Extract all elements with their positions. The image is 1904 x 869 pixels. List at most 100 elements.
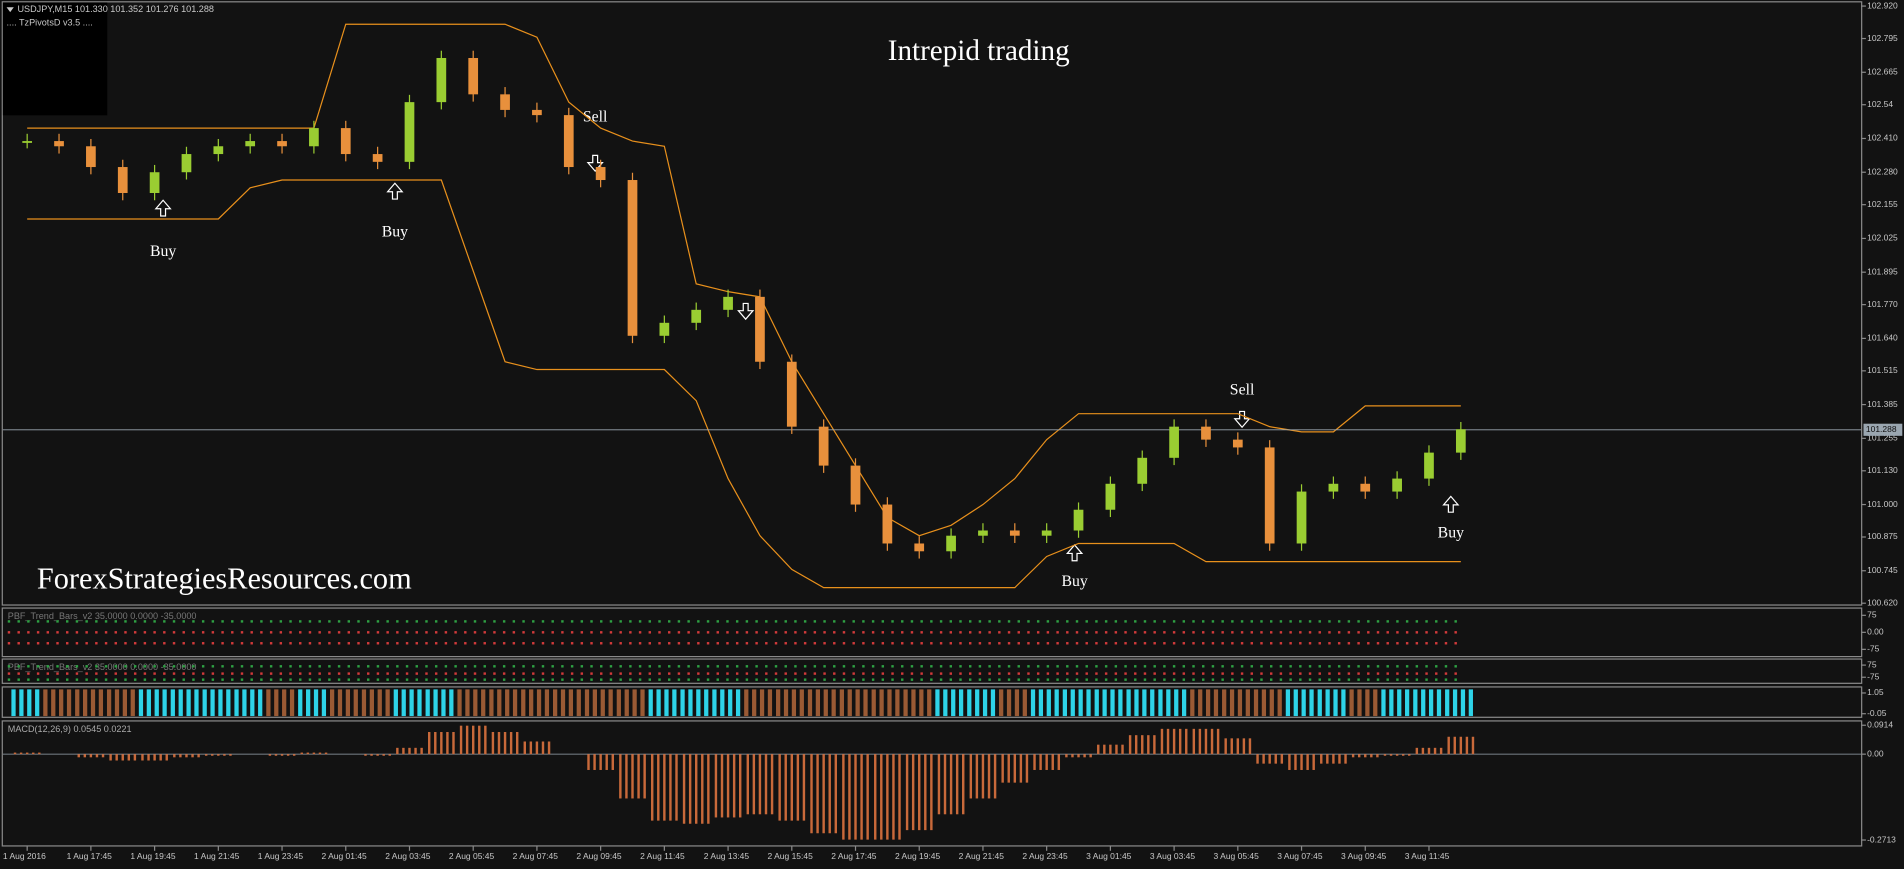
trend-dot — [1289, 678, 1292, 681]
trend-dot — [1279, 672, 1283, 675]
trend-dot — [357, 672, 360, 675]
trend-bar — [66, 689, 72, 717]
trend-bar — [1118, 689, 1123, 717]
trend-dot — [1036, 642, 1040, 645]
trend-dot — [1376, 642, 1380, 645]
trend-dot — [1299, 678, 1302, 681]
buy-arrow — [386, 182, 404, 200]
trend-dot — [464, 665, 467, 668]
trend-bar — [83, 689, 88, 717]
trend-dot — [522, 620, 525, 623]
signal-label: Buy — [1061, 573, 1087, 590]
trend-dot — [910, 672, 914, 675]
candle — [309, 128, 319, 147]
trend-dot — [337, 672, 341, 675]
trend-dot — [1017, 665, 1020, 668]
trend-dot — [1036, 631, 1040, 634]
trend-dot — [939, 665, 943, 668]
trend-dot — [716, 631, 719, 634]
trend-bar — [321, 689, 327, 717]
trend-dot — [454, 620, 457, 623]
trend-dot — [493, 672, 496, 675]
candle — [723, 296, 733, 310]
trend-dot — [308, 642, 312, 645]
trend-dot — [988, 678, 991, 681]
trend-dot — [833, 631, 836, 634]
trend-bar — [1142, 689, 1147, 717]
trend-dot — [774, 672, 778, 675]
trend-dot — [27, 672, 30, 675]
trend-dot — [512, 672, 516, 675]
candle — [340, 128, 351, 155]
y-tick-label: 0.0914 — [1867, 719, 1893, 729]
trend-dot — [1279, 642, 1283, 645]
symbol-info: USDJPY,M15 101.330 101.352 101.276 101.2… — [17, 4, 214, 14]
candle — [181, 154, 192, 173]
trend-dot — [36, 620, 40, 623]
trend-dot — [998, 620, 1001, 623]
trend-dot — [7, 665, 11, 668]
trend-dot — [794, 642, 797, 645]
trend-bar — [385, 689, 390, 717]
trend-dot — [871, 678, 875, 681]
trend-dot — [250, 631, 253, 634]
trend-dot — [794, 678, 797, 681]
trend-dot — [1134, 678, 1137, 681]
trend-dot — [1124, 678, 1127, 681]
trend-dot — [901, 678, 904, 681]
trend-bar — [752, 689, 757, 717]
trend-dot — [56, 642, 59, 645]
trend-dot — [1172, 642, 1176, 645]
trend-dot — [1386, 642, 1389, 645]
trend-dot — [299, 672, 302, 675]
trend-dot — [1299, 642, 1302, 645]
trend-bar — [1054, 689, 1059, 717]
trend-dot — [735, 620, 739, 623]
trend-dot — [1299, 631, 1302, 634]
trend-dot — [1056, 665, 1059, 668]
trend-dot — [959, 620, 962, 623]
trend-bar — [75, 689, 80, 717]
trend-bar — [1181, 689, 1187, 717]
y-tick-label: 75 — [1867, 659, 1877, 669]
trend-dot — [706, 672, 710, 675]
y-tick-label: 75 — [1867, 610, 1877, 620]
trend-dot — [803, 620, 807, 623]
trend-bar — [958, 689, 964, 717]
trend-dot — [988, 665, 991, 668]
trend-dot — [920, 665, 923, 668]
trend-dot — [522, 672, 525, 675]
candle — [786, 361, 797, 427]
candle — [1392, 478, 1402, 492]
trend-dot — [706, 620, 710, 623]
trend-dot — [260, 620, 263, 623]
trend-dot — [1221, 631, 1224, 634]
trend-dot — [367, 631, 370, 634]
trend-bar — [162, 689, 167, 717]
trend-dot — [881, 665, 885, 668]
trend-dot — [1046, 631, 1050, 634]
trend-dot — [56, 620, 59, 623]
trend-dot — [1347, 620, 1351, 623]
trend-dot — [745, 631, 749, 634]
trend-dot — [483, 642, 486, 645]
trend-dot — [85, 672, 88, 675]
trend-dot — [833, 678, 836, 681]
trend-dot — [85, 642, 88, 645]
trend-dot — [483, 678, 486, 681]
trend-bar — [19, 689, 24, 717]
trend-dot — [289, 672, 292, 675]
trend-dot — [667, 631, 671, 634]
trend-dot — [250, 665, 253, 668]
trend-dot — [36, 672, 40, 675]
trend-dot — [1231, 631, 1234, 634]
trend-dot — [677, 631, 681, 634]
trend-dot — [434, 631, 438, 634]
x-tick-label: 2 Aug 01:45 — [321, 851, 367, 861]
trend-bar — [895, 689, 900, 717]
trend-dot — [745, 642, 749, 645]
trend-dot — [114, 665, 117, 668]
trend-dot — [367, 665, 370, 668]
trend-dot — [1143, 665, 1147, 668]
trend-dot — [114, 642, 117, 645]
